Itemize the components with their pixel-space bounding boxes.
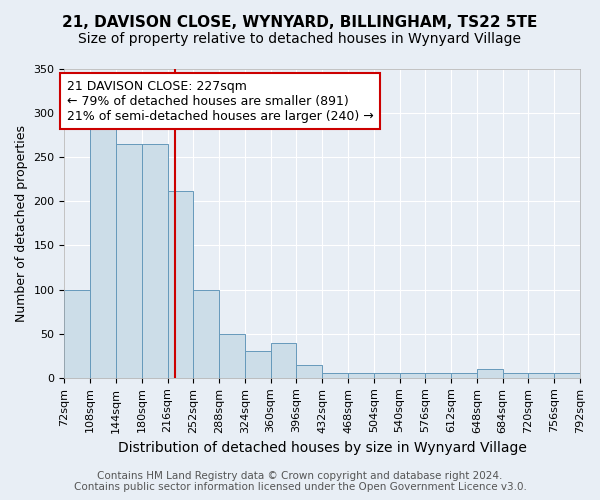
Bar xyxy=(348,374,374,378)
Text: 21, DAVISON CLOSE, WYNYARD, BILLINGHAM, TS22 5TE: 21, DAVISON CLOSE, WYNYARD, BILLINGHAM, … xyxy=(62,15,538,30)
Text: Size of property relative to detached houses in Wynyard Village: Size of property relative to detached ho… xyxy=(79,32,521,46)
Bar xyxy=(167,191,193,378)
Bar xyxy=(477,369,503,378)
Bar xyxy=(90,124,116,378)
Bar xyxy=(64,290,90,378)
X-axis label: Distribution of detached houses by size in Wynyard Village: Distribution of detached houses by size … xyxy=(118,441,527,455)
Text: Contains HM Land Registry data © Crown copyright and database right 2024.
Contai: Contains HM Land Registry data © Crown c… xyxy=(74,471,526,492)
Y-axis label: Number of detached properties: Number of detached properties xyxy=(15,125,28,322)
Bar xyxy=(554,374,580,378)
Bar xyxy=(425,374,451,378)
Text: 21 DAVISON CLOSE: 227sqm
← 79% of detached houses are smaller (891)
21% of semi-: 21 DAVISON CLOSE: 227sqm ← 79% of detach… xyxy=(67,80,373,122)
Bar xyxy=(451,374,477,378)
Bar xyxy=(142,144,167,378)
Bar xyxy=(374,374,400,378)
Bar xyxy=(219,334,245,378)
Bar xyxy=(322,374,348,378)
Bar xyxy=(296,364,322,378)
Bar xyxy=(529,374,554,378)
Bar xyxy=(116,144,142,378)
Bar xyxy=(245,352,271,378)
Bar xyxy=(193,290,219,378)
Bar xyxy=(400,374,425,378)
Bar xyxy=(503,374,529,378)
Bar xyxy=(271,342,296,378)
